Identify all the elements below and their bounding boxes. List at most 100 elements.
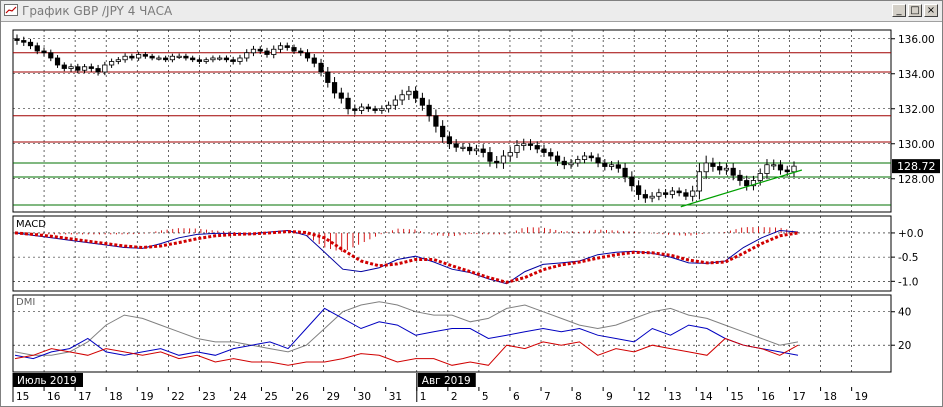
candle-body bbox=[210, 57, 216, 61]
maximize-button[interactable]: □ bbox=[908, 4, 922, 17]
price-tick-label: 134.00 bbox=[898, 69, 935, 81]
candle-body bbox=[136, 54, 142, 59]
candle-body bbox=[196, 59, 203, 62]
time-tick-label: 17 bbox=[793, 391, 806, 403]
candle-body bbox=[460, 146, 466, 149]
candle-body bbox=[352, 108, 358, 111]
candle-body bbox=[473, 148, 480, 152]
adx-line bbox=[14, 301, 799, 356]
candle-body bbox=[386, 104, 392, 110]
time-tick-label: 16 bbox=[761, 391, 775, 403]
dmi-panel[interactable]: 40 20 DMI bbox=[12, 294, 911, 373]
candle-body bbox=[392, 99, 398, 106]
candle-body bbox=[311, 57, 317, 64]
candle-body bbox=[669, 190, 675, 195]
candle-body bbox=[446, 136, 453, 145]
macd-panel[interactable]: +0.0 -0.5 -1.0 MACD bbox=[12, 215, 924, 292]
time-tick-label: 25 bbox=[264, 391, 277, 403]
candle-body bbox=[500, 155, 507, 164]
candle-body bbox=[521, 143, 527, 146]
dmi-panel-label: DMI bbox=[16, 297, 35, 308]
candle-body bbox=[230, 59, 236, 62]
candle-body bbox=[548, 152, 554, 157]
candle-body bbox=[183, 55, 189, 59]
candle-body bbox=[27, 41, 34, 47]
macd-tick-label: -0.5 bbox=[898, 252, 919, 264]
month-label-box bbox=[417, 373, 476, 387]
candle-body bbox=[771, 164, 777, 167]
chart-app-icon bbox=[4, 4, 18, 16]
candle-body bbox=[561, 160, 567, 166]
candle-body bbox=[399, 94, 405, 101]
candle-body bbox=[690, 190, 696, 197]
macd-signal-line bbox=[14, 229, 799, 284]
month-label: Авг 2019 bbox=[422, 375, 471, 387]
candle-body bbox=[61, 64, 67, 69]
candle-body bbox=[453, 143, 459, 148]
candle-body bbox=[372, 108, 378, 111]
candle-body bbox=[338, 92, 344, 99]
time-tick-label: 7 bbox=[544, 391, 551, 403]
candle-body bbox=[223, 57, 230, 61]
window-title: График GBP /JPY 4 ЧАСА bbox=[22, 4, 173, 18]
candle-body bbox=[413, 90, 419, 99]
dmi-tick-label: 40 bbox=[898, 307, 911, 319]
candle-body bbox=[190, 57, 196, 61]
candle-body bbox=[142, 54, 148, 57]
current-price-box bbox=[892, 159, 940, 174]
price-tick-label: 132.00 bbox=[898, 104, 935, 116]
candle-body bbox=[331, 82, 338, 94]
candle-body bbox=[663, 192, 669, 195]
title-bar[interactable]: График GBP /JPY 4 ЧАСА _ □ × bbox=[1, 1, 942, 22]
time-tick-label: 30 bbox=[358, 391, 371, 403]
candle-body bbox=[75, 66, 81, 71]
time-tick-label: 12 bbox=[637, 391, 650, 403]
candle-body bbox=[250, 48, 257, 54]
price-tick-label: 136.00 bbox=[898, 34, 935, 46]
time-tick-label: 19 bbox=[855, 391, 868, 403]
candle-body bbox=[696, 171, 703, 192]
candle-body bbox=[379, 108, 385, 111]
candle-body bbox=[777, 164, 784, 171]
candle-body bbox=[791, 165, 797, 173]
candle-body bbox=[68, 66, 74, 69]
candle-body bbox=[703, 162, 709, 173]
candle-body bbox=[426, 104, 432, 117]
minimize-button[interactable]: _ bbox=[892, 4, 906, 17]
candle-body bbox=[575, 159, 581, 164]
candle-body bbox=[122, 55, 128, 61]
candle-body bbox=[203, 59, 209, 62]
dmi-plus-line bbox=[14, 307, 799, 360]
candle-body bbox=[318, 62, 324, 73]
current-price-label: 128.72 bbox=[897, 160, 936, 173]
time-tick-label: 9 bbox=[606, 391, 613, 403]
candle-body bbox=[467, 146, 473, 152]
candle-body bbox=[717, 166, 723, 171]
close-button[interactable]: × bbox=[924, 4, 938, 17]
candle-body bbox=[636, 185, 642, 195]
candle-body bbox=[784, 169, 790, 173]
candle-body bbox=[325, 71, 331, 83]
macd-tick-label: +0.0 bbox=[898, 228, 924, 240]
candle-body bbox=[554, 155, 561, 162]
candle-body bbox=[480, 148, 486, 153]
candle-body bbox=[81, 66, 88, 71]
candle-body bbox=[34, 45, 40, 52]
candle-body bbox=[21, 40, 27, 43]
candle-body bbox=[676, 190, 682, 194]
candle-body bbox=[149, 55, 155, 59]
time-tick-label: 14 bbox=[699, 391, 713, 403]
candle-body bbox=[710, 162, 716, 167]
candle-body bbox=[41, 50, 47, 54]
candle-body bbox=[487, 152, 493, 162]
candle-body bbox=[271, 48, 277, 55]
candle-body bbox=[527, 143, 534, 146]
candle-body bbox=[48, 52, 54, 59]
candle-body bbox=[277, 45, 284, 50]
candle-body bbox=[581, 155, 588, 160]
candle-body bbox=[14, 38, 20, 41]
candle-body bbox=[406, 90, 412, 96]
